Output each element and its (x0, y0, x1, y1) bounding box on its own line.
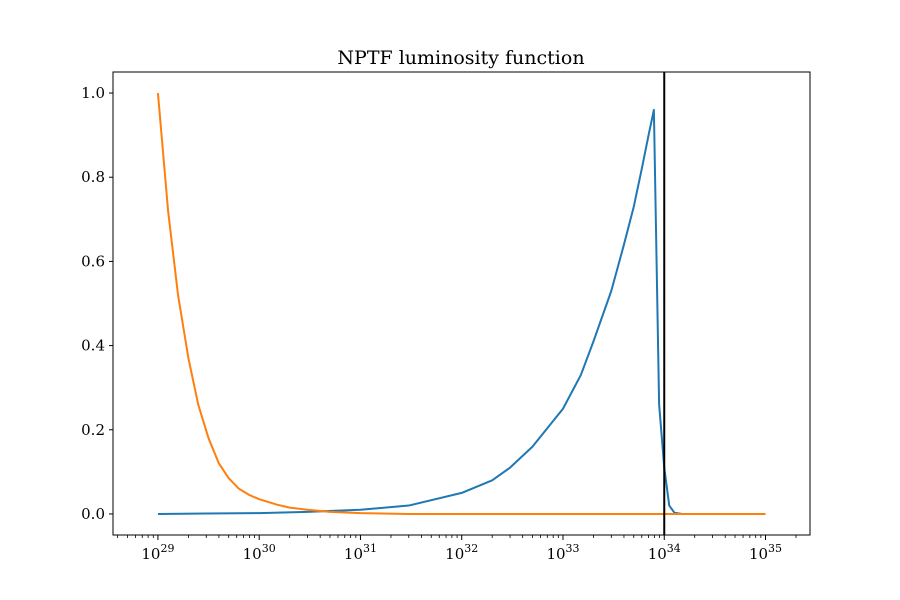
x-tick-label: 1032 (445, 542, 478, 563)
series-line-1 (157, 108, 766, 515)
chart-title: NPTF luminosity function (337, 47, 584, 69)
y-tick-label: 0.2 (81, 421, 105, 439)
series-layer (156, 72, 766, 535)
x-tick-label: 1033 (546, 542, 579, 563)
x-tick-label: 1034 (648, 542, 681, 563)
x-tick-label: 1030 (243, 542, 276, 563)
y-tick-label: 0.6 (81, 252, 105, 270)
y-tick-label: 1.0 (81, 84, 105, 102)
axes-layer: 0.0 0.2 0.4 0.6 0.8 1.0 1029 1030 1031 1032 1033 10… (81, 71, 811, 563)
x-tick-label: 1031 (344, 542, 377, 563)
y-tick-label: 0.4 (81, 337, 105, 355)
y-tick-label: 0.8 (81, 168, 105, 186)
axes-frame (112, 71, 811, 536)
x-tick-label: 1035 (749, 542, 782, 563)
y-tick-label: 0.0 (81, 505, 105, 523)
series-line-2 (156, 92, 766, 515)
x-tick-label: 1029 (141, 542, 174, 563)
